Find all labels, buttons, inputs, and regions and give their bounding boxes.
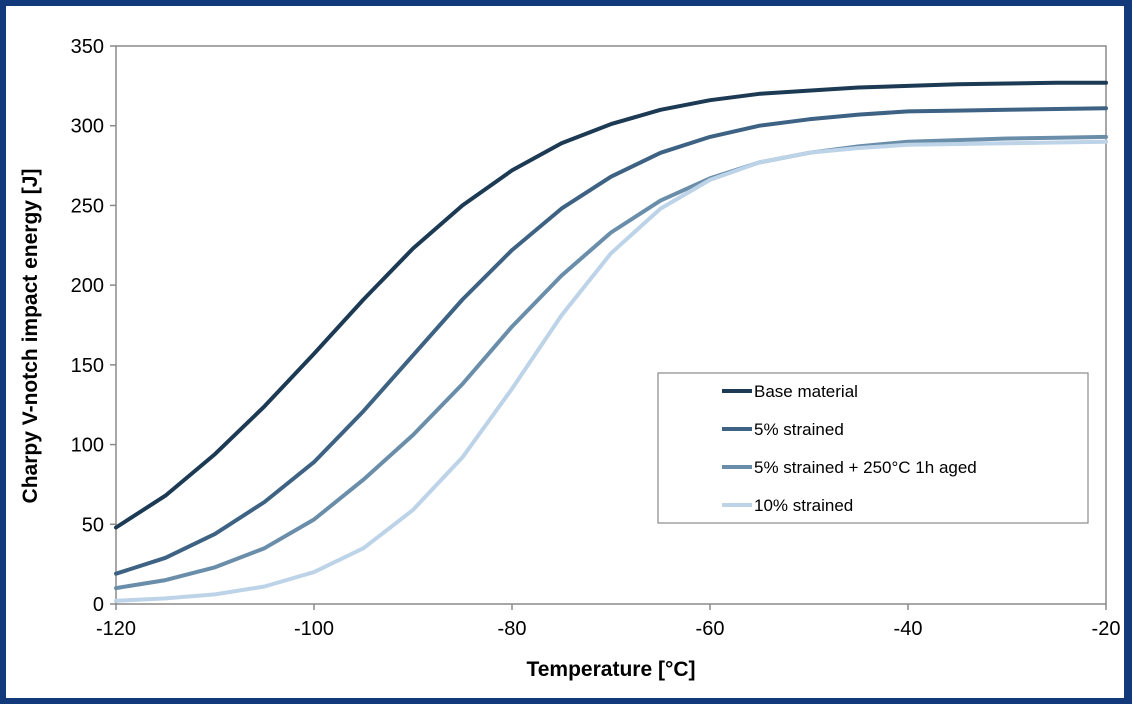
legend-label: 5% strained + 250°C 1h aged bbox=[754, 458, 977, 477]
x-tick-label: -20 bbox=[1092, 618, 1121, 640]
line-chart: 0 50 100 150 200 250 300 350 -120 -100 -80 -60 -40 -2… bbox=[19, 36, 1121, 681]
x-tick-label: -100 bbox=[294, 618, 334, 640]
legend: Base material 5% strained 5% strained + 25… bbox=[657, 372, 1089, 524]
y-tick-label: 100 bbox=[71, 435, 104, 457]
series-line-3 bbox=[114, 134, 1108, 591]
y-tick-label: 200 bbox=[71, 275, 104, 297]
legend-label: 10% strained bbox=[754, 496, 853, 515]
legend-label: Base material bbox=[754, 382, 858, 401]
plot-area bbox=[115, 45, 1107, 605]
series-line-4 bbox=[114, 139, 1108, 603]
y-tick-label: 250 bbox=[71, 195, 104, 217]
y-tick-label: 350 bbox=[71, 36, 104, 58]
x-tick-label: -120 bbox=[96, 618, 136, 640]
x-tick-label: -40 bbox=[894, 618, 923, 640]
x-tick-label: -60 bbox=[696, 618, 725, 640]
series-line-2 bbox=[114, 106, 1108, 576]
axes: 0 50 100 150 200 250 300 350 -120 -100 -80 -60 -40 -2… bbox=[71, 36, 1121, 640]
y-axis-label: Charpy V-notch impact energy [J] bbox=[19, 169, 42, 504]
x-tick-label: -80 bbox=[498, 618, 527, 640]
y-tick-label: 150 bbox=[71, 355, 104, 377]
legend-label: 5% strained bbox=[754, 420, 844, 439]
series-line-1 bbox=[114, 80, 1108, 530]
y-tick-label: 300 bbox=[71, 116, 104, 138]
series-layer bbox=[114, 80, 1108, 603]
y-tick-label: 0 bbox=[93, 594, 104, 616]
legend-box bbox=[657, 372, 1089, 524]
y-tick-label: 50 bbox=[82, 514, 104, 536]
x-axis-label: Temperature [°C] bbox=[526, 658, 695, 681]
